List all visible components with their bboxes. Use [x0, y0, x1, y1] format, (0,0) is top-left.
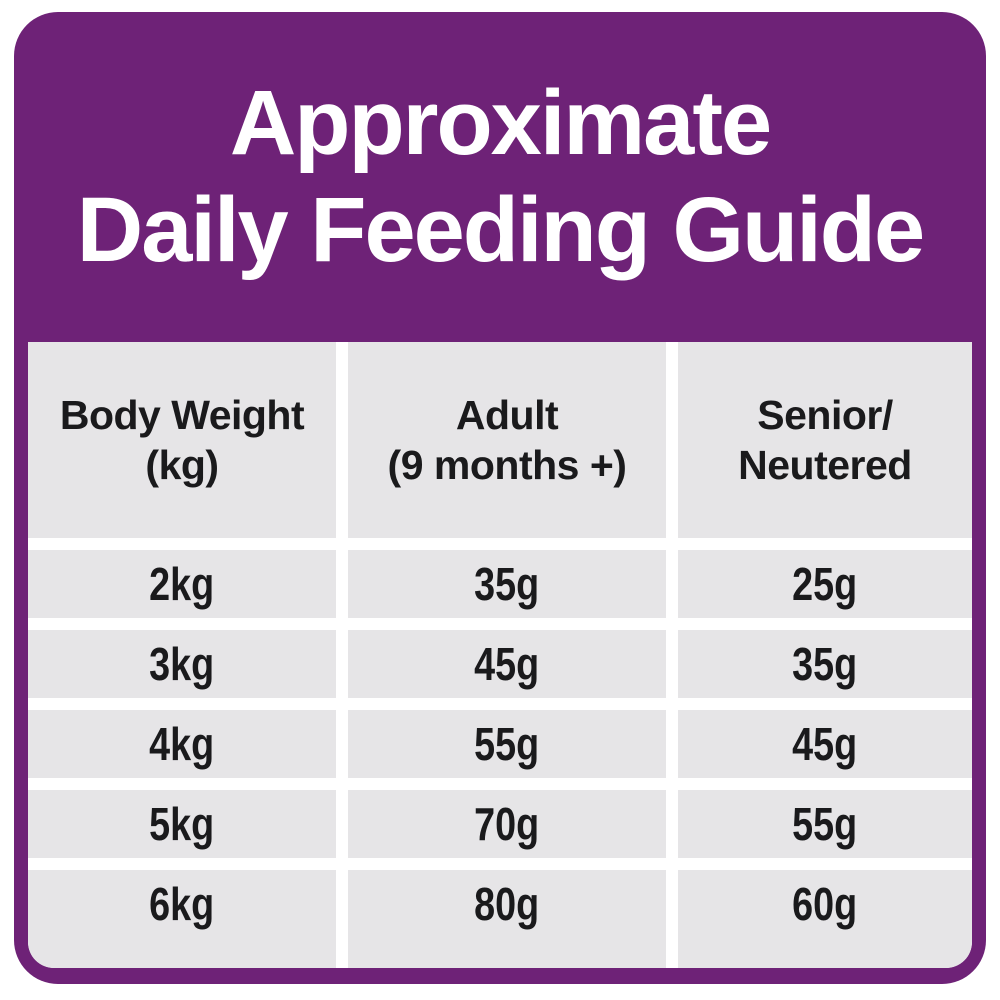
feeding-guide-card: Approximate Daily Feeding Guide Body Wei…: [14, 12, 986, 984]
table-cell-adult: 35g: [348, 550, 666, 618]
column-header-line: Neutered: [738, 442, 912, 488]
table-cell-senior: 45g: [678, 710, 972, 778]
table-cell-adult: 70g: [348, 790, 666, 858]
column-header-line: (kg): [145, 442, 219, 488]
cell-value: 70g: [474, 798, 540, 850]
cell-value: 55g: [792, 798, 858, 850]
column-header-line: (9 months +): [387, 442, 627, 488]
cell-value: 6kg: [149, 878, 215, 930]
cell-value: 45g: [792, 718, 858, 770]
cell-value: 35g: [792, 638, 858, 690]
title-line-1: Approximate: [229, 72, 772, 175]
table-cell-senior: 55g: [678, 790, 972, 858]
cell-value: 3kg: [149, 638, 215, 690]
table-cell-adult: 80g: [348, 870, 666, 968]
cell-value: 80g: [474, 878, 540, 930]
page-title: Approximate Daily Feeding Guide: [76, 70, 925, 283]
cell-value: 55g: [474, 718, 540, 770]
table-cell-weight: 6kg: [28, 870, 336, 968]
column-header-senior-neutered: Senior/ Neutered: [678, 342, 972, 538]
column-header-line: Senior/: [757, 391, 893, 438]
table-cell-adult: 45g: [348, 630, 666, 698]
cell-value: 35g: [474, 558, 540, 610]
column-header-line: Adult: [455, 391, 559, 438]
table-cell-senior: 25g: [678, 550, 972, 618]
card-header: Approximate Daily Feeding Guide: [14, 12, 986, 342]
feeding-table: Body Weight (kg) Adult (9 months +) Seni…: [28, 342, 972, 968]
cell-value: 45g: [474, 638, 540, 690]
column-header-adult: Adult (9 months +): [348, 342, 666, 538]
cell-value: 4kg: [149, 718, 215, 770]
table-cell-weight: 4kg: [28, 710, 336, 778]
title-line-2: Daily Feeding Guide: [76, 179, 925, 281]
table-cell-weight: 2kg: [28, 550, 336, 618]
table-cell-weight: 3kg: [28, 630, 336, 698]
column-header-body-weight: Body Weight (kg): [28, 342, 336, 538]
cell-value: 25g: [792, 558, 858, 610]
cell-value: 60g: [792, 878, 858, 930]
cell-value: 2kg: [149, 558, 215, 610]
table-cell-senior: 60g: [678, 870, 972, 968]
column-header-line: Body Weight: [59, 391, 305, 438]
table-cell-weight: 5kg: [28, 790, 336, 858]
table-cell-senior: 35g: [678, 630, 972, 698]
table-cell-adult: 55g: [348, 710, 666, 778]
cell-value: 5kg: [149, 798, 215, 850]
